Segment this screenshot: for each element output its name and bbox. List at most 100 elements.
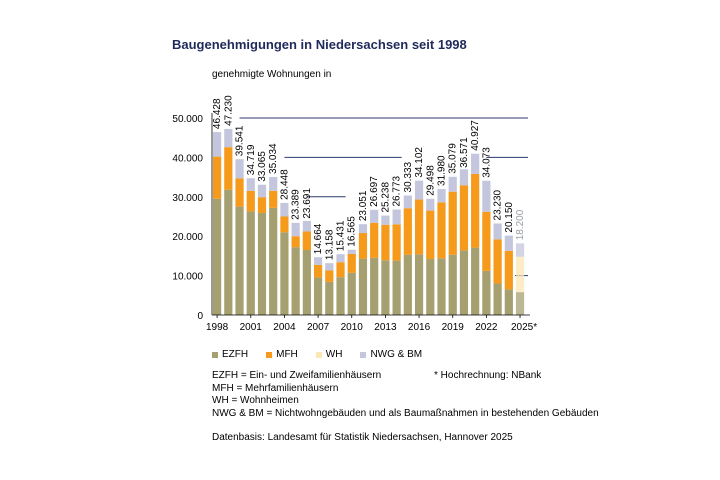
value-label-2021: 40.927: [470, 120, 481, 151]
value-label-2002: 33.065: [257, 151, 268, 182]
bar-ezfh-2003: [269, 207, 278, 315]
value-label-2015: 30.333: [403, 161, 414, 192]
x-tick-label-2007: 2007: [307, 322, 330, 333]
value-label-2000: 39.541: [235, 125, 246, 156]
chart-title: Baugenehmigungen in Niedersachsen seit 1…: [172, 37, 467, 52]
y-tick-label: 30.000: [172, 193, 203, 204]
legend-label-nwg: NWG & BM: [370, 349, 423, 360]
bar-ezfh-2010: [347, 272, 356, 315]
x-tick-label-1998: 1998: [206, 322, 229, 333]
bar-nwg-2022: [482, 180, 491, 212]
bar-ezfh-2007: [313, 277, 323, 315]
x-tick-label-2010: 2010: [341, 322, 364, 333]
note-wh: WH = Wohnheimen: [212, 395, 299, 407]
bar-nwg-2004: [280, 202, 289, 217]
bar-nwg-1998: [213, 132, 222, 157]
bar-ezfh-2024: [504, 289, 513, 315]
bar-nwg-1999: [224, 128, 233, 148]
bar-mfh-2017: [426, 210, 435, 260]
legend-item-ezfh: EZFH: [212, 349, 248, 360]
bar-nwg-2015: [403, 195, 412, 209]
bar-mfh-2000: [235, 178, 244, 207]
bar-ezfh-2000: [235, 206, 244, 315]
bar-ezfh-2005: [291, 247, 300, 315]
y-axis-label: genehmigte Wohnungen in: [212, 69, 332, 80]
bar-ezfh-2001: [246, 211, 255, 315]
y-tick-label: 40.000: [172, 153, 203, 164]
y-tick-label: 20.000: [172, 232, 203, 243]
value-label-2019: 35.079: [448, 143, 459, 174]
bar-ezfh-2025: [515, 292, 525, 315]
value-label-2024: 20.150: [504, 202, 515, 233]
projection-note: * Hochrechnung: NBank: [434, 370, 542, 381]
value-label-2009: 15.431: [336, 220, 347, 251]
value-label-2020: 36.571: [459, 137, 470, 168]
bar-mfh-2019: [448, 191, 457, 255]
bar-nwg-2025: [515, 243, 525, 257]
bar-mfh-2018: [437, 202, 446, 259]
bar-mfh-2005: [291, 236, 300, 248]
value-label-2011: 23.051: [358, 190, 369, 221]
bar-nwg-2001: [246, 178, 255, 191]
bar-mfh-2011: [358, 233, 368, 259]
x-tick-label-2016: 2016: [408, 322, 431, 333]
bar-mfh-2014: [392, 224, 401, 261]
value-label-2018: 31.980: [437, 155, 448, 186]
bar-ezfh-2004: [280, 232, 289, 315]
x-tick-label-2025: 2025*: [511, 322, 537, 333]
bar-ezfh-1999: [224, 189, 233, 315]
bar-ezfh-1998: [213, 198, 222, 315]
bar-mfh-2009: [336, 262, 345, 278]
x-tick-label-2022: 2022: [475, 322, 498, 333]
value-label-2003: 35.034: [268, 143, 279, 174]
bar-mfh-2002: [257, 197, 267, 213]
bar-ezfh-2017: [426, 259, 435, 315]
bar-nwg-2008: [325, 263, 334, 271]
bar-ezfh-2002: [257, 212, 267, 315]
bar-ezfh-2021: [471, 247, 480, 315]
bar-nwg-2002: [257, 184, 267, 198]
bar-nwg-2024: [504, 235, 513, 251]
value-label-1999: 47.230: [223, 95, 234, 126]
x-tick-label-2001: 2001: [240, 322, 263, 333]
bar-nwg-2013: [381, 215, 390, 225]
bar-mfh-2006: [302, 231, 311, 250]
legend-swatch-nwg: [360, 351, 367, 358]
bar-mfh-2003: [269, 190, 278, 208]
bar-mfh-2001: [246, 190, 255, 212]
bar-nwg-2011: [358, 224, 368, 234]
x-tick-label-2019: 2019: [442, 322, 465, 333]
legend-label-wh: WH: [325, 349, 343, 360]
bar-nwg-2016: [414, 180, 424, 200]
bar-ezfh-2014: [392, 260, 401, 315]
bar-mfh-2023: [493, 239, 502, 284]
bar-ezfh-2009: [336, 277, 345, 315]
legend-item-nwg: NWG & BM: [360, 349, 422, 360]
value-label-2005: 23.389: [291, 189, 302, 220]
value-label-2004: 28.448: [279, 169, 290, 200]
x-tick-label-2004: 2004: [273, 322, 296, 333]
value-label-2012: 26.697: [369, 176, 380, 207]
bar-mfh-1998: [213, 156, 222, 199]
bar-nwg-2020: [459, 169, 469, 186]
bar-nwg-2023: [493, 223, 502, 240]
bar-ezfh-2020: [459, 250, 469, 315]
note-ezfh: EZFH = Ein- und Zweifamilienhäusern: [212, 370, 382, 381]
bar-mfh-2024: [504, 250, 513, 290]
bar-mfh-2008: [325, 270, 334, 282]
value-label-2008: 13.158: [324, 229, 335, 260]
legend-swatch-wh: [315, 351, 322, 358]
bar-nwg-2000: [235, 159, 244, 179]
bar-ezfh-2013: [381, 260, 390, 315]
bar-nwg-2009: [336, 254, 345, 263]
bar-ezfh-2016: [414, 254, 424, 315]
bar-mfh-2016: [414, 199, 424, 255]
bar-mfh-2020: [459, 185, 469, 251]
bar-mfh-2015: [403, 208, 412, 255]
bar-ezfh-2015: [403, 254, 412, 315]
bar-ezfh-2019: [448, 254, 457, 315]
data-source: Datenbasis: Landesamt für Statistik Nied…: [212, 432, 513, 443]
bar-mfh-2022: [482, 211, 491, 271]
bar-nwg-2007: [313, 257, 323, 265]
